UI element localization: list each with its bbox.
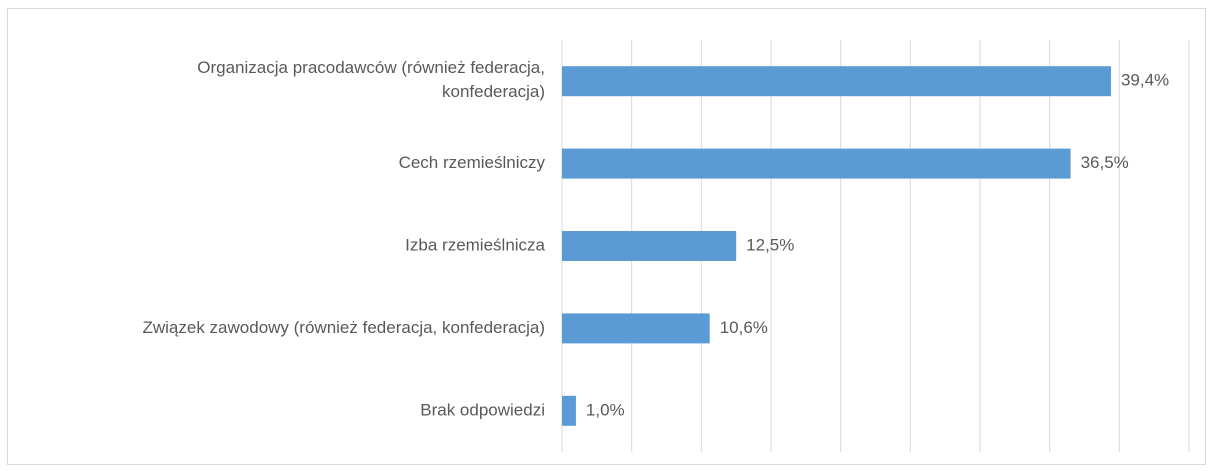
bar: [562, 148, 1071, 179]
bar: [562, 66, 1111, 97]
category-label: Izba rzemieślnicza: [405, 235, 545, 254]
bar: [562, 313, 710, 344]
bar: [562, 231, 737, 261]
bar: [562, 395, 576, 426]
category-label: Związek zawodowy (również federacja, kon…: [142, 318, 545, 337]
data-label: 39,4%: [1121, 71, 1169, 90]
data-label: 10,6%: [720, 318, 768, 337]
category-label: Organizacja pracodawców (również federac…: [197, 59, 545, 102]
category-label: Brak odpowiedzi: [420, 400, 545, 419]
data-label: 1,0%: [586, 400, 625, 419]
data-label: 12,5%: [746, 235, 794, 254]
category-label: Cech rzemieślniczy: [399, 153, 546, 172]
data-label: 36,5%: [1081, 153, 1129, 172]
